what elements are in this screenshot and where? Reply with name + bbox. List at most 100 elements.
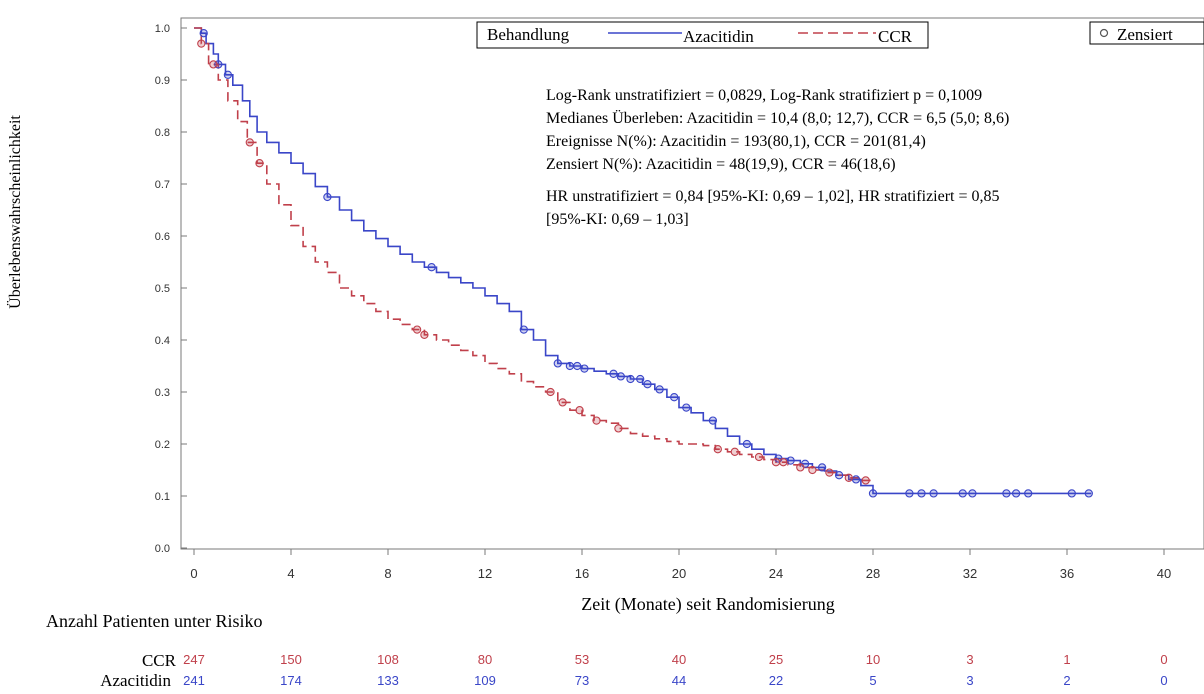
plot-frame [180,17,1204,550]
y-tick-label: 0.7 [155,179,170,191]
risk-value: 150 [280,652,302,667]
legend-azacitidin-label: Azacitidin [683,27,754,46]
legend-box: Behandlung Azacitidin CCR [476,21,929,49]
censor-mark [929,489,938,498]
stats-annotation: Log-Rank unstratifiziert = 0,0829, Log-R… [546,87,1009,228]
censor-mark [730,447,739,456]
censor-mark [834,471,844,480]
censored-legend-label: Zensiert [1117,25,1173,44]
censor-mark [713,445,722,454]
censor-marks [197,29,1093,498]
censor-mark [546,387,555,397]
censor-mark [1002,489,1011,498]
censor-mark [670,393,679,402]
risk-value: 40 [672,652,686,667]
censor-mark [779,458,788,467]
annotation-line: [95%-KI: 0,69 – 1,03] [546,211,689,228]
censor-mark [616,372,625,381]
risk-value: 108 [377,652,399,667]
censor-mark [825,468,834,477]
censor-mark [1067,489,1076,498]
x-axis-label: Zeit (Monate) seit Randomisierung [581,594,834,615]
risk-value: 2 [1063,673,1070,688]
censored-legend: Zensiert [1089,21,1204,45]
censor-mark [868,489,878,498]
risk-row-label-azacitidin: Azacitidin [100,671,171,690]
risk-value: 241 [183,673,205,688]
risk-value: 53 [575,652,589,667]
x-tick-label: 8 [384,566,391,581]
risk-value: 174 [280,673,302,688]
risk-value: 22 [769,673,783,688]
x-axis-ticks: 0 4 8 12 16 20 24 28 32 36 40 [190,549,1171,581]
censor-mark [708,416,718,425]
x-tick-label: 16 [575,566,589,581]
x-tick-label: 4 [287,566,294,581]
censor-mark [592,416,601,425]
risk-value: 3 [966,652,973,667]
censor-mark [580,364,589,373]
censor-mark [575,406,584,415]
censored-legend-frame [1089,21,1204,45]
risk-table-title: Anzahl Patienten unter Risiko [46,611,262,631]
censor-mark [558,398,567,407]
y-axis-label: Überlebenswahrscheinlichkeit [6,115,24,309]
legend-title: Behandlung [487,25,570,44]
censor-mark [1084,489,1093,498]
annotation-line: Ereignisse N(%): Azacitidin = 193(80,1),… [546,133,926,150]
censor-mark [851,475,861,484]
risk-value: 3 [966,673,973,688]
censor-mark [817,463,827,472]
risk-table: Anzahl Patienten unter Risiko CCR Azacit… [46,611,1168,690]
annotation-line: Medianes Überleben: Azacitidin = 10,4 (8… [546,109,1009,127]
censor-mark [323,192,332,202]
risk-value: 44 [672,673,686,688]
legend-ccr-label: CCR [878,27,913,46]
censor-mark [1011,489,1021,498]
censor-mark [209,60,218,69]
series-line-ccr [194,27,874,483]
censor-mark [796,463,805,472]
censor-mark [808,465,817,475]
censor-mark [614,424,623,433]
censor-mark [223,70,233,79]
censor-mark [626,374,635,384]
censor-mark [861,476,870,485]
censor-mark [655,385,664,394]
risk-value: 80 [478,652,492,667]
censor-mark [255,159,264,168]
annotation-line: Log-Rank unstratifiziert = 0,0829, Log-R… [546,87,982,104]
y-tick-label: 0.9 [155,75,170,87]
y-tick-label: 0.8 [155,127,170,139]
y-tick-label: 1.0 [155,23,170,35]
x-tick-label: 0 [190,566,197,581]
y-axis-ticks: 0.0 0.1 0.2 0.3 0.4 0.5 0.6 0.7 0.8 0.9 1.0 [155,23,187,555]
censor-mark [742,439,752,449]
censor-mark [573,361,582,371]
x-tick-label: 32 [963,566,977,581]
censor-mark [636,374,645,384]
y-tick-label: 0.2 [155,439,170,451]
censor-mark [844,473,853,482]
censor-mark [1024,489,1033,498]
censor-mark [412,325,422,334]
legend-frame [476,21,929,49]
risk-value: 10 [866,652,880,667]
x-tick-label: 28 [866,566,880,581]
censor-mark [609,369,618,378]
censor-mark [786,456,795,465]
censor-mark [958,489,967,498]
y-tick-label: 0.6 [155,231,170,243]
risk-value: 0 [1160,652,1167,667]
censor-mark [245,138,254,147]
risk-value: 0 [1160,673,1167,688]
y-tick-label: 0.1 [155,491,170,503]
censored-legend-marker [1099,28,1109,38]
x-tick-label: 36 [1060,566,1074,581]
censor-mark [643,380,652,389]
censor-mark [427,263,436,272]
censor-mark [553,359,562,368]
censor-mark [917,489,926,498]
risk-value: 1 [1063,652,1070,667]
